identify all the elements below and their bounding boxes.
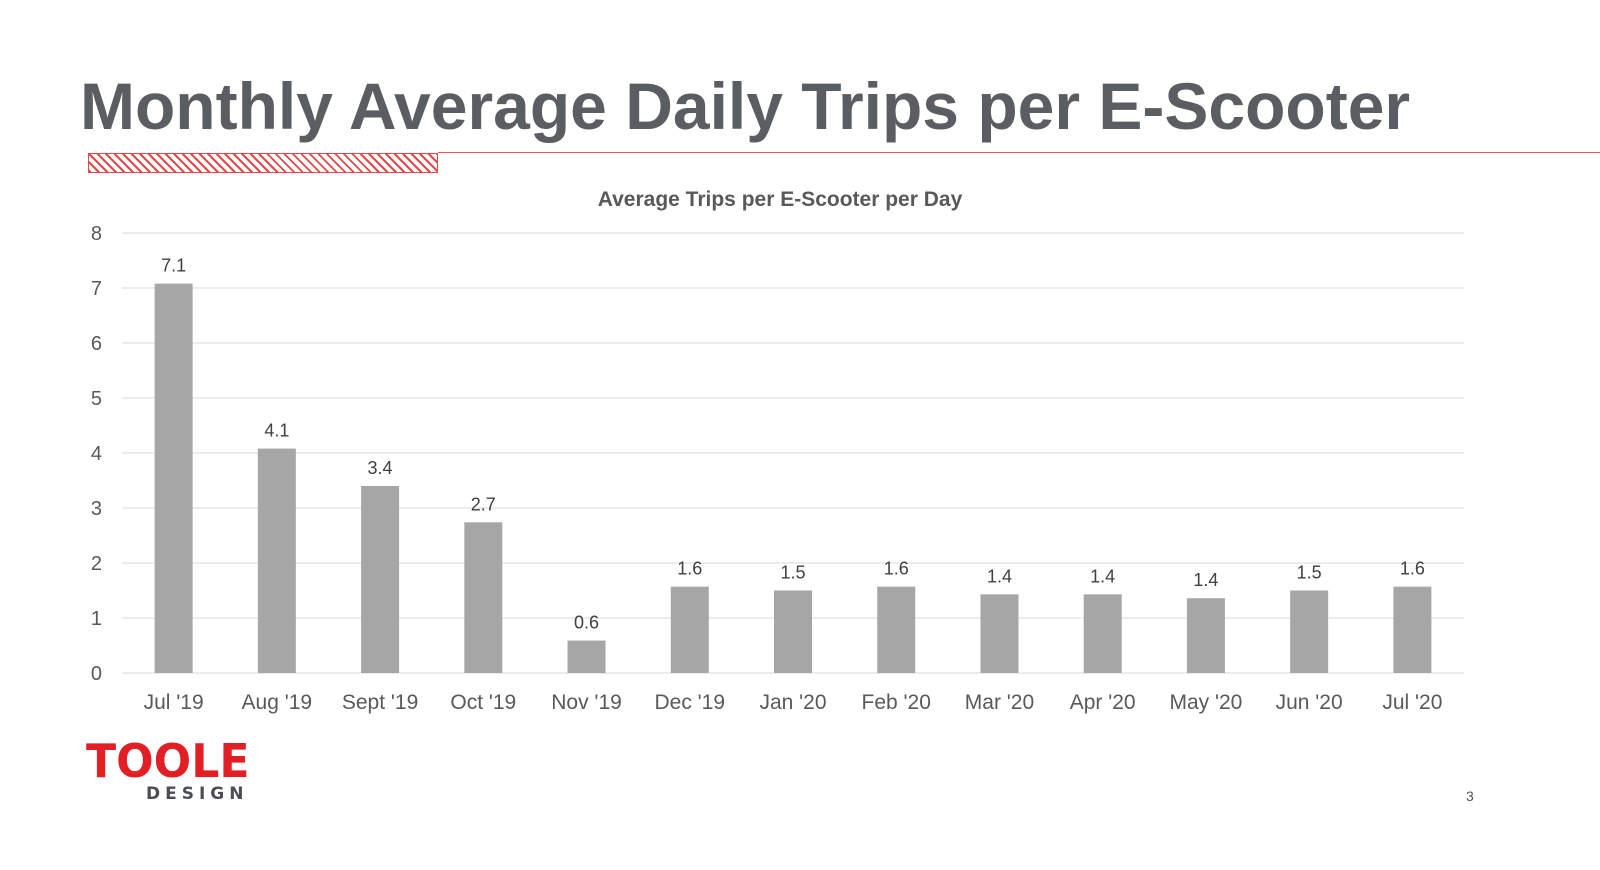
page-title: Monthly Average Daily Trips per E-Scoote… — [80, 69, 1411, 143]
bar — [257, 448, 296, 673]
data-label: 4.1 — [264, 421, 289, 441]
x-tick-label: Nov '19 — [551, 691, 622, 714]
chart-title: Average Trips per E-Scooter per Day — [598, 188, 963, 211]
bar — [1083, 594, 1122, 673]
data-label: 1.4 — [987, 566, 1012, 586]
y-tick-label: 6 — [91, 333, 102, 355]
data-label: 1.4 — [1193, 570, 1218, 590]
bar — [567, 640, 606, 673]
bar — [1393, 586, 1432, 673]
toole-design-logo: TOOLE DESIGN — [86, 738, 266, 808]
logo-wordmark: TOOLE — [86, 734, 250, 788]
bar-chart: Average Trips per E-Scooter per Day 0 1 2 3… — [91, 188, 1464, 714]
x-tick-label: Dec '19 — [654, 691, 725, 714]
x-tick-label: Oct '19 — [450, 691, 516, 714]
x-axis-ticks: Jul '19 Aug '19 Sept '19 Oct '19 Nov '19 Dec … — [144, 691, 1443, 714]
x-tick-label: Jun '20 — [1276, 691, 1343, 714]
bar — [154, 283, 193, 673]
data-label: 7.1 — [161, 256, 186, 276]
data-label: 1.6 — [884, 559, 909, 579]
data-label: 1.4 — [1090, 566, 1115, 586]
y-tick-label: 2 — [91, 553, 102, 575]
bar — [361, 486, 400, 673]
hatched-accent-bar — [88, 153, 438, 173]
y-tick-label: 0 — [91, 663, 102, 685]
y-tick-label: 4 — [91, 443, 102, 465]
data-label: 1.6 — [1400, 559, 1425, 579]
y-tick-label: 8 — [91, 223, 102, 245]
bar — [1290, 590, 1329, 673]
y-tick-label: 5 — [91, 388, 102, 410]
gridlines — [122, 232, 1464, 674]
data-label: 1.5 — [780, 563, 805, 583]
y-tick-label: 7 — [91, 278, 102, 300]
data-label: 1.6 — [677, 559, 702, 579]
data-label: 2.7 — [471, 494, 496, 514]
x-tick-label: Aug '19 — [242, 691, 313, 714]
y-axis-ticks: 0 1 2 3 4 5 6 7 8 — [91, 223, 102, 685]
y-tick-label: 1 — [91, 608, 102, 630]
x-tick-label: May '20 — [1169, 691, 1242, 714]
bar — [980, 594, 1019, 673]
x-tick-label: Jul '19 — [144, 691, 204, 714]
bar — [670, 586, 709, 673]
x-tick-label: Jul '20 — [1382, 691, 1442, 714]
y-tick-label: 3 — [91, 498, 102, 520]
x-tick-label: Apr '20 — [1070, 691, 1136, 714]
x-tick-label: Sept '19 — [342, 691, 418, 714]
page-number: 3 — [1466, 788, 1474, 804]
data-labels: 7.1 4.1 3.4 2.7 0.6 1.6 1.5 1.6 1.4 1.4 1.4 1.5 1.6 — [161, 256, 1425, 633]
x-tick-label: Jan '20 — [759, 691, 826, 714]
data-label: 0.6 — [574, 613, 599, 633]
x-tick-label: Mar '20 — [965, 691, 1034, 714]
data-label: 3.4 — [368, 458, 393, 478]
bar — [464, 522, 503, 673]
bars — [154, 283, 1432, 673]
bar — [877, 586, 916, 673]
bar — [1186, 598, 1225, 673]
logo-subtext: DESIGN — [146, 784, 249, 804]
title-divider — [438, 152, 1600, 153]
x-tick-label: Feb '20 — [862, 691, 931, 714]
data-label: 1.5 — [1297, 563, 1322, 583]
bar — [774, 590, 812, 673]
